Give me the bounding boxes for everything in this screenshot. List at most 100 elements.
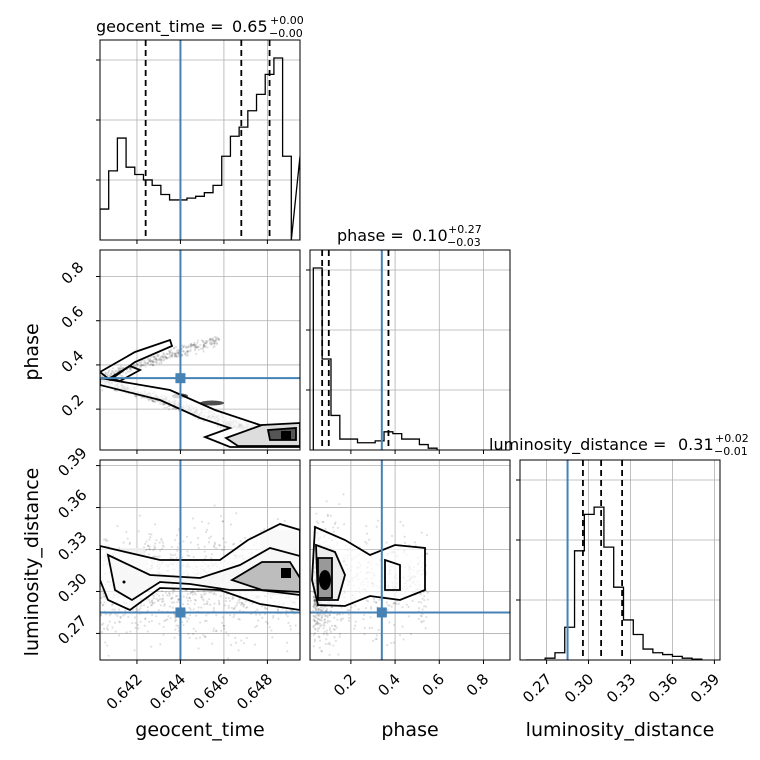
scatter-point xyxy=(316,607,320,610)
scatter-point xyxy=(160,547,164,550)
scatter-point xyxy=(193,602,196,606)
panel-frame-phase-phase xyxy=(309,249,511,451)
scatter-point xyxy=(217,599,220,602)
scatter-point xyxy=(426,553,429,556)
scatter-point xyxy=(332,644,335,647)
scatter-point xyxy=(155,593,158,596)
scatter-point xyxy=(185,596,188,599)
scatter-point xyxy=(189,608,192,611)
scatter-point xyxy=(407,605,410,609)
scatter-point xyxy=(205,339,209,343)
scatter-point xyxy=(323,624,326,627)
density-peak xyxy=(281,568,291,578)
tick-label-x-luminosity_distance: 0.39 xyxy=(687,670,723,706)
scatter-point xyxy=(182,595,185,598)
scatter-point xyxy=(121,366,125,369)
scatter-point xyxy=(124,372,128,375)
scatter-point xyxy=(207,522,210,525)
scatter-point xyxy=(205,603,208,606)
scatter-point xyxy=(212,627,215,630)
scatter-point xyxy=(227,604,230,607)
scatter-point xyxy=(313,598,317,602)
scatter-point xyxy=(202,345,205,348)
scatter-point xyxy=(119,367,122,370)
scatter-point xyxy=(139,365,143,368)
scatter-point xyxy=(197,589,200,593)
scatter-point xyxy=(106,624,109,627)
scatter-point xyxy=(313,602,316,605)
scatter-point xyxy=(215,629,218,632)
scatter-point xyxy=(122,614,125,617)
scatter-point xyxy=(129,630,132,633)
scatter-point xyxy=(320,616,323,619)
scatter-point xyxy=(203,603,206,606)
scatter-point xyxy=(424,627,427,630)
scatter-point xyxy=(222,624,225,627)
scatter-point xyxy=(203,550,206,553)
scatter-point xyxy=(154,546,157,549)
scatter-point xyxy=(193,591,196,594)
scatter-point xyxy=(411,599,414,602)
scatter-point xyxy=(106,539,109,542)
scatter-point xyxy=(328,626,332,630)
scatter-point xyxy=(197,546,200,549)
density-core xyxy=(200,400,224,406)
scatter-point xyxy=(200,606,203,609)
scatter-point xyxy=(212,629,215,633)
scatter-point xyxy=(316,613,320,616)
scatter-point xyxy=(223,604,226,607)
scatter-point xyxy=(108,375,111,378)
scatter-point xyxy=(159,643,162,646)
scatter-point xyxy=(173,636,176,639)
scatter-point xyxy=(128,542,131,546)
scatter-point xyxy=(371,639,375,642)
scatter-point xyxy=(183,344,186,347)
scatter-point xyxy=(313,615,316,618)
scatter-point xyxy=(317,614,320,618)
scatter-point xyxy=(174,352,177,356)
scatter-point xyxy=(320,619,323,622)
scatter-point xyxy=(151,400,154,403)
tick-label-x-phase: 0.2 xyxy=(330,670,360,700)
scatter-point xyxy=(375,601,378,605)
scatter-point xyxy=(186,350,189,353)
scatter-point xyxy=(173,353,176,357)
scatter-point xyxy=(152,363,155,367)
scatter-point xyxy=(117,366,120,370)
title-luminosity-distance-plus: +0.02 xyxy=(715,432,749,445)
scatter-point xyxy=(113,621,117,624)
scatter-point xyxy=(318,646,321,649)
scatter-point xyxy=(155,539,158,542)
xlabel-geocent-time: geocent_time xyxy=(135,719,264,741)
scatter-point xyxy=(102,593,105,596)
scatter-point xyxy=(156,353,159,356)
scatter-point xyxy=(152,364,155,367)
scatter-point xyxy=(194,343,198,347)
scatter-point xyxy=(320,650,323,653)
title-phase-plus: +0.27 xyxy=(448,223,482,236)
scatter-point xyxy=(107,654,110,657)
scatter-point xyxy=(196,537,200,540)
scatter-point xyxy=(285,609,288,612)
scatter-point xyxy=(162,359,165,362)
scatter-point xyxy=(150,533,153,536)
scatter-point xyxy=(134,364,137,367)
scatter-point xyxy=(219,426,222,429)
scatter-point xyxy=(162,625,165,629)
scatter-point xyxy=(209,603,212,606)
scatter-point xyxy=(313,640,316,643)
scatter-point xyxy=(153,601,156,604)
scatter-point xyxy=(202,346,205,349)
scatter-point xyxy=(181,556,184,559)
scatter-point xyxy=(147,544,150,547)
scatter-point xyxy=(291,609,294,612)
scatter-point xyxy=(213,342,216,345)
scatter-point xyxy=(401,625,404,628)
scatter-point xyxy=(140,604,143,607)
scatter-point xyxy=(213,602,216,605)
scatter-point xyxy=(189,541,193,544)
scatter-point xyxy=(386,608,389,611)
scatter-point xyxy=(193,343,196,347)
scatter-point xyxy=(199,347,202,350)
scatter-point xyxy=(191,517,195,520)
